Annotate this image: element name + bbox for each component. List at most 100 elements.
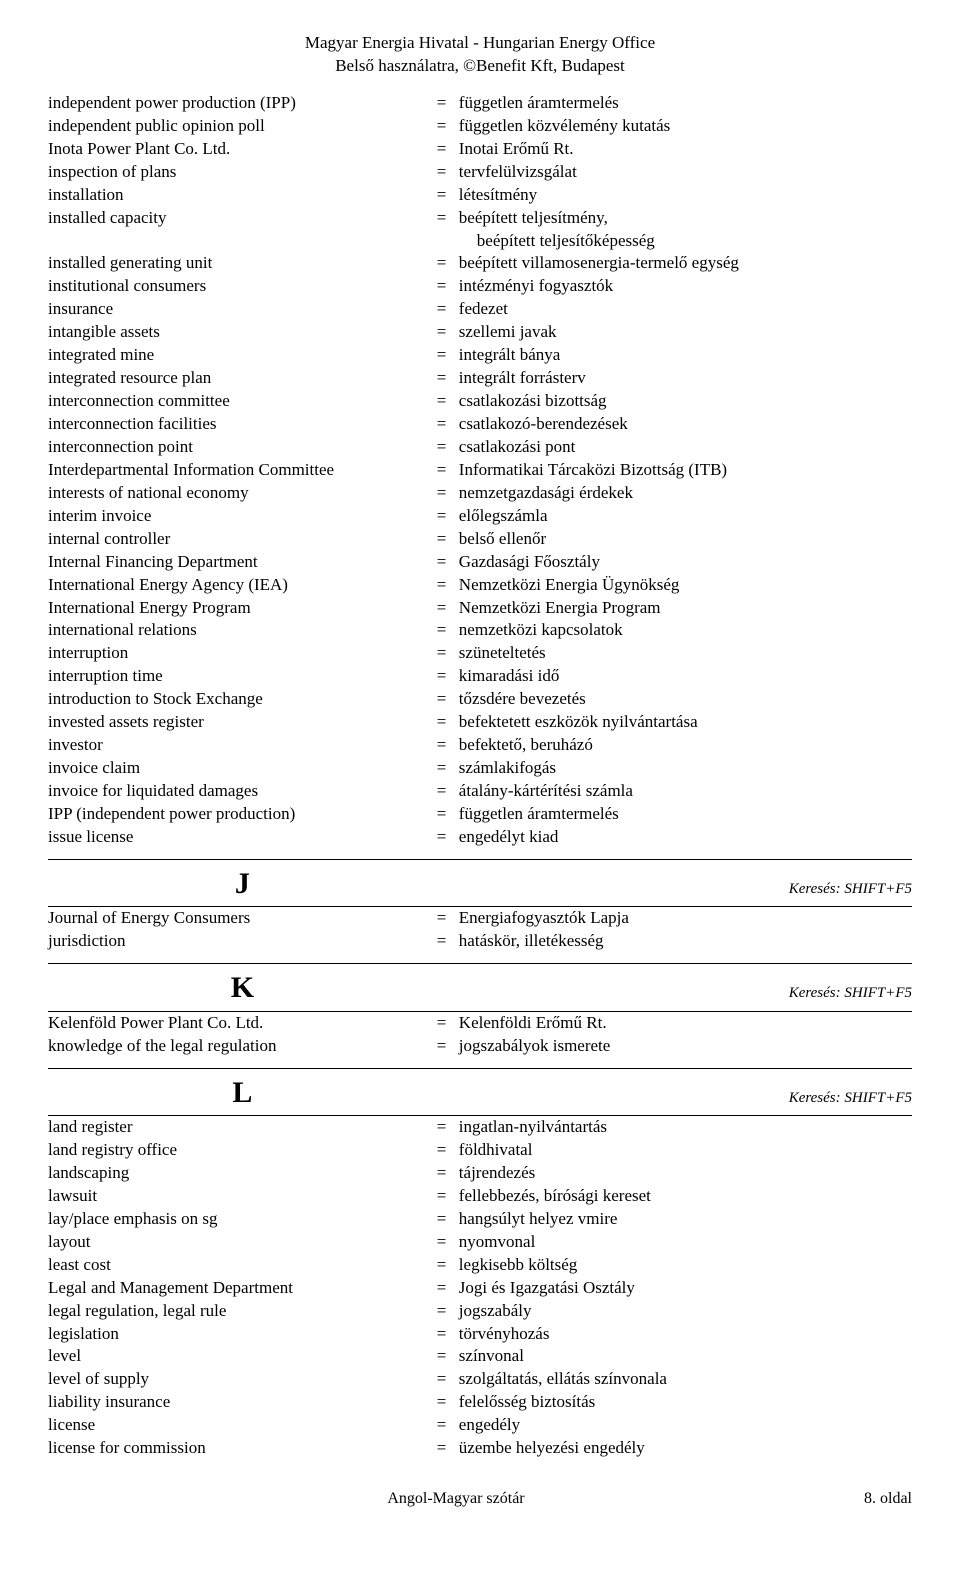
dictionary-entry: interruption time=kimaradási idő xyxy=(48,665,912,688)
entry-definition: engedély xyxy=(455,1414,912,1437)
entry-term: level of supply xyxy=(48,1368,437,1391)
section-head: LKeresés: SHIFT+F5 xyxy=(48,1073,912,1114)
entry-term: legislation xyxy=(48,1323,437,1346)
entry-term: integrated mine xyxy=(48,344,437,367)
section-head: JKeresés: SHIFT+F5 xyxy=(48,864,912,905)
dictionary-entry: lawsuit=fellebbezés, bírósági kereset xyxy=(48,1185,912,1208)
entry-term: installation xyxy=(48,184,437,207)
dictionary-entry: license=engedély xyxy=(48,1414,912,1437)
equals-sign: = xyxy=(437,907,455,930)
entry-term: installed capacity xyxy=(48,207,437,253)
dictionary-entry: legislation=törvényhozás xyxy=(48,1323,912,1346)
equals-sign: = xyxy=(437,1277,455,1300)
entry-term: intangible assets xyxy=(48,321,437,344)
entry-definition: befektetett eszközök nyilvántartása xyxy=(455,711,912,734)
equals-sign: = xyxy=(437,115,455,138)
entry-term: interests of national economy xyxy=(48,482,437,505)
equals-sign: = xyxy=(437,344,455,367)
entry-definition: üzembe helyezési engedély xyxy=(455,1437,912,1460)
dictionary-entry: Interdepartmental Information Committee=… xyxy=(48,459,912,482)
entry-definition: csatlakozási pont xyxy=(455,436,912,459)
entry-definition: integrált forrásterv xyxy=(455,367,912,390)
entry-term: International Energy Agency (IEA) xyxy=(48,574,437,597)
equals-sign: = xyxy=(437,459,455,482)
dictionary-entry: integrated mine=integrált bánya xyxy=(48,344,912,367)
equals-sign: = xyxy=(437,413,455,436)
dictionary-entry: invoice claim=számlakifogás xyxy=(48,757,912,780)
equals-sign: = xyxy=(437,1300,455,1323)
entry-term: installed generating unit xyxy=(48,252,437,275)
dictionary-entry: inspection of plans=tervfelülvizsgálat xyxy=(48,161,912,184)
entry-definition: Gazdasági Főosztály xyxy=(455,551,912,574)
equals-sign: = xyxy=(437,505,455,528)
entry-definition: kimaradási idő xyxy=(455,665,912,688)
equals-sign: = xyxy=(437,436,455,459)
entry-definition: tervfelülvizsgálat xyxy=(455,161,912,184)
entry-definition: legkisebb költség xyxy=(455,1254,912,1277)
entry-term: integrated resource plan xyxy=(48,367,437,390)
equals-sign: = xyxy=(437,1254,455,1277)
entry-term: layout xyxy=(48,1231,437,1254)
entry-term: Journal of Energy Consumers xyxy=(48,907,437,930)
entry-definition: nemzetközi kapcsolatok xyxy=(455,619,912,642)
equals-sign: = xyxy=(437,597,455,620)
entry-term: inspection of plans xyxy=(48,161,437,184)
dictionary-entry: interconnection facilities=csatlakozó-be… xyxy=(48,413,912,436)
entry-definition: Nemzetközi Energia Ügynökség xyxy=(455,574,912,597)
equals-sign: = xyxy=(437,1323,455,1346)
equals-sign: = xyxy=(437,619,455,642)
equals-sign: = xyxy=(437,574,455,597)
dictionary-body: independent power production (IPP)=függe… xyxy=(48,92,912,1460)
entry-definition: belső ellenőr xyxy=(455,528,912,551)
dictionary-entry: invoice for liquidated damages=átalány-k… xyxy=(48,780,912,803)
entries-block: Journal of Energy Consumers=Energiafogya… xyxy=(48,907,912,953)
entry-definition: számlakifogás xyxy=(455,757,912,780)
dictionary-entry: International Energy Program=Nemzetközi … xyxy=(48,597,912,620)
section-rule xyxy=(48,859,912,860)
entry-definition: színvonal xyxy=(455,1345,912,1368)
dictionary-entry: internal controller=belső ellenőr xyxy=(48,528,912,551)
dictionary-entry: lay/place emphasis on sg=hangsúlyt helye… xyxy=(48,1208,912,1231)
entry-term: institutional consumers xyxy=(48,275,437,298)
entry-definition: befektető, beruházó xyxy=(455,734,912,757)
dictionary-entry: International Energy Agency (IEA)=Nemzet… xyxy=(48,574,912,597)
entry-term: independent public opinion poll xyxy=(48,115,437,138)
entry-definition: ingatlan-nyilvántartás xyxy=(455,1116,912,1139)
entry-definition: szellemi javak xyxy=(455,321,912,344)
dictionary-entry: license for commission=üzembe helyezési … xyxy=(48,1437,912,1460)
entry-term: landscaping xyxy=(48,1162,437,1185)
entry-definition: előlegszámla xyxy=(455,505,912,528)
entry-term: license xyxy=(48,1414,437,1437)
dictionary-entry: introduction to Stock Exchange=tőzsdére … xyxy=(48,688,912,711)
equals-sign: = xyxy=(437,321,455,344)
entry-definition: fellebbezés, bírósági kereset xyxy=(455,1185,912,1208)
dictionary-entry: interests of national economy=nemzetgazd… xyxy=(48,482,912,505)
entry-term: Interdepartmental Information Committee xyxy=(48,459,437,482)
equals-sign: = xyxy=(437,1185,455,1208)
entry-definition: csatlakozási bizottság xyxy=(455,390,912,413)
dictionary-entry: legal regulation, legal rule=jogszabály xyxy=(48,1300,912,1323)
entry-term: International Energy Program xyxy=(48,597,437,620)
equals-sign: = xyxy=(437,298,455,321)
page-header: Magyar Energia Hivatal - Hungarian Energ… xyxy=(48,32,912,78)
dictionary-entry: Internal Financing Department=Gazdasági … xyxy=(48,551,912,574)
equals-sign: = xyxy=(437,275,455,298)
dictionary-entry: land registry office=földhivatal xyxy=(48,1139,912,1162)
equals-sign: = xyxy=(437,803,455,826)
dictionary-entry: Journal of Energy Consumers=Energiafogya… xyxy=(48,907,912,930)
equals-sign: = xyxy=(437,551,455,574)
entry-definition: Kelenföldi Erőmű Rt. xyxy=(455,1012,912,1035)
entry-term: invoice claim xyxy=(48,757,437,780)
dictionary-entry: interconnection point=csatlakozási pont xyxy=(48,436,912,459)
equals-sign: = xyxy=(437,138,455,161)
dictionary-entry: Inota Power Plant Co. Ltd.=Inotai Erőmű … xyxy=(48,138,912,161)
dictionary-entry: institutional consumers=intézményi fogya… xyxy=(48,275,912,298)
entry-term: interruption xyxy=(48,642,437,665)
section-letter: K xyxy=(48,968,437,1009)
entry-definition: nemzetgazdasági érdekek xyxy=(455,482,912,505)
section-rule xyxy=(48,963,912,964)
entry-term: insurance xyxy=(48,298,437,321)
dictionary-entry: level of supply=szolgáltatás, ellátás sz… xyxy=(48,1368,912,1391)
equals-sign: = xyxy=(437,1116,455,1139)
dictionary-entry: layout=nyomvonal xyxy=(48,1231,912,1254)
